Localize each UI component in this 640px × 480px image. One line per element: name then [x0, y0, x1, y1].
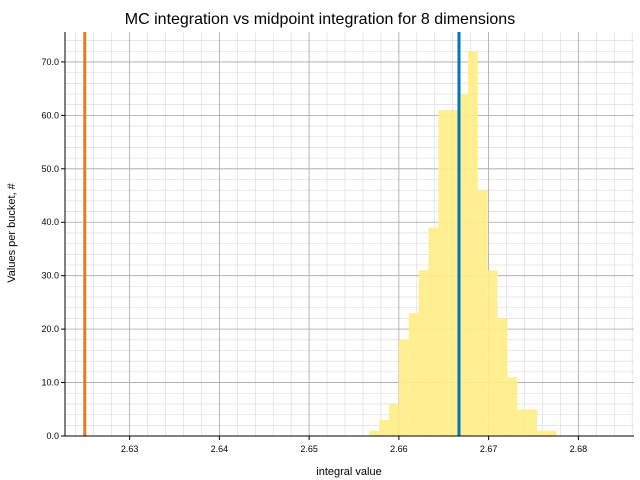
y-tick-label: 20.0	[41, 324, 59, 334]
x-tick-label: 2.65	[300, 444, 318, 454]
y-tick-label: 60.0	[41, 110, 59, 120]
y-tick-label: 0.0	[46, 431, 59, 441]
histogram-bar	[537, 430, 547, 436]
major-grid	[65, 32, 634, 437]
histogram-bar	[497, 318, 508, 436]
histogram-bar	[507, 377, 518, 436]
reference-lines	[83, 32, 461, 436]
histogram-bar	[418, 270, 429, 436]
histogram-bar	[487, 270, 498, 436]
x-tick-labels: 2.63 2.64 2.65 2.66 2.67 2.68	[121, 436, 587, 454]
x-tick-label: 2.68	[570, 444, 588, 454]
chart-title: MC integration vs midpoint integration f…	[125, 11, 515, 28]
y-tick-labels: 0.0 10.0 20.0 30.0 40.0 50.0 60.0 70.0	[41, 57, 65, 441]
minor-grid	[65, 32, 634, 437]
histogram-bar	[408, 313, 419, 436]
histogram-bar	[527, 409, 538, 436]
histogram-bars	[369, 51, 557, 437]
y-tick-label: 70.0	[41, 57, 59, 67]
histogram-bar	[438, 110, 449, 436]
histogram-bar	[428, 227, 439, 436]
y-tick-label: 40.0	[41, 217, 59, 227]
axes	[64, 32, 634, 437]
x-tick-label: 2.64	[211, 444, 229, 454]
y-tick-label: 10.0	[41, 378, 59, 388]
x-tick-label: 2.67	[480, 444, 498, 454]
histogram-bar	[517, 409, 528, 436]
y-axis-label: Values per bucket, #	[6, 182, 18, 282]
histogram-bar	[379, 419, 389, 436]
histogram-bar	[388, 403, 399, 436]
x-axis-label: integral value	[316, 466, 381, 478]
y-tick-label: 30.0	[41, 271, 59, 281]
histogram-bar	[477, 190, 488, 436]
x-tick-label: 2.63	[121, 444, 139, 454]
histogram-bar	[398, 339, 409, 436]
histogram-bar	[448, 110, 459, 436]
x-tick-label: 2.66	[390, 444, 408, 454]
histogram-bar	[458, 93, 468, 437]
histogram-bar	[546, 430, 557, 436]
y-tick-label: 50.0	[41, 164, 59, 174]
histogram-bar	[467, 51, 478, 436]
histogram-bar	[369, 430, 380, 436]
